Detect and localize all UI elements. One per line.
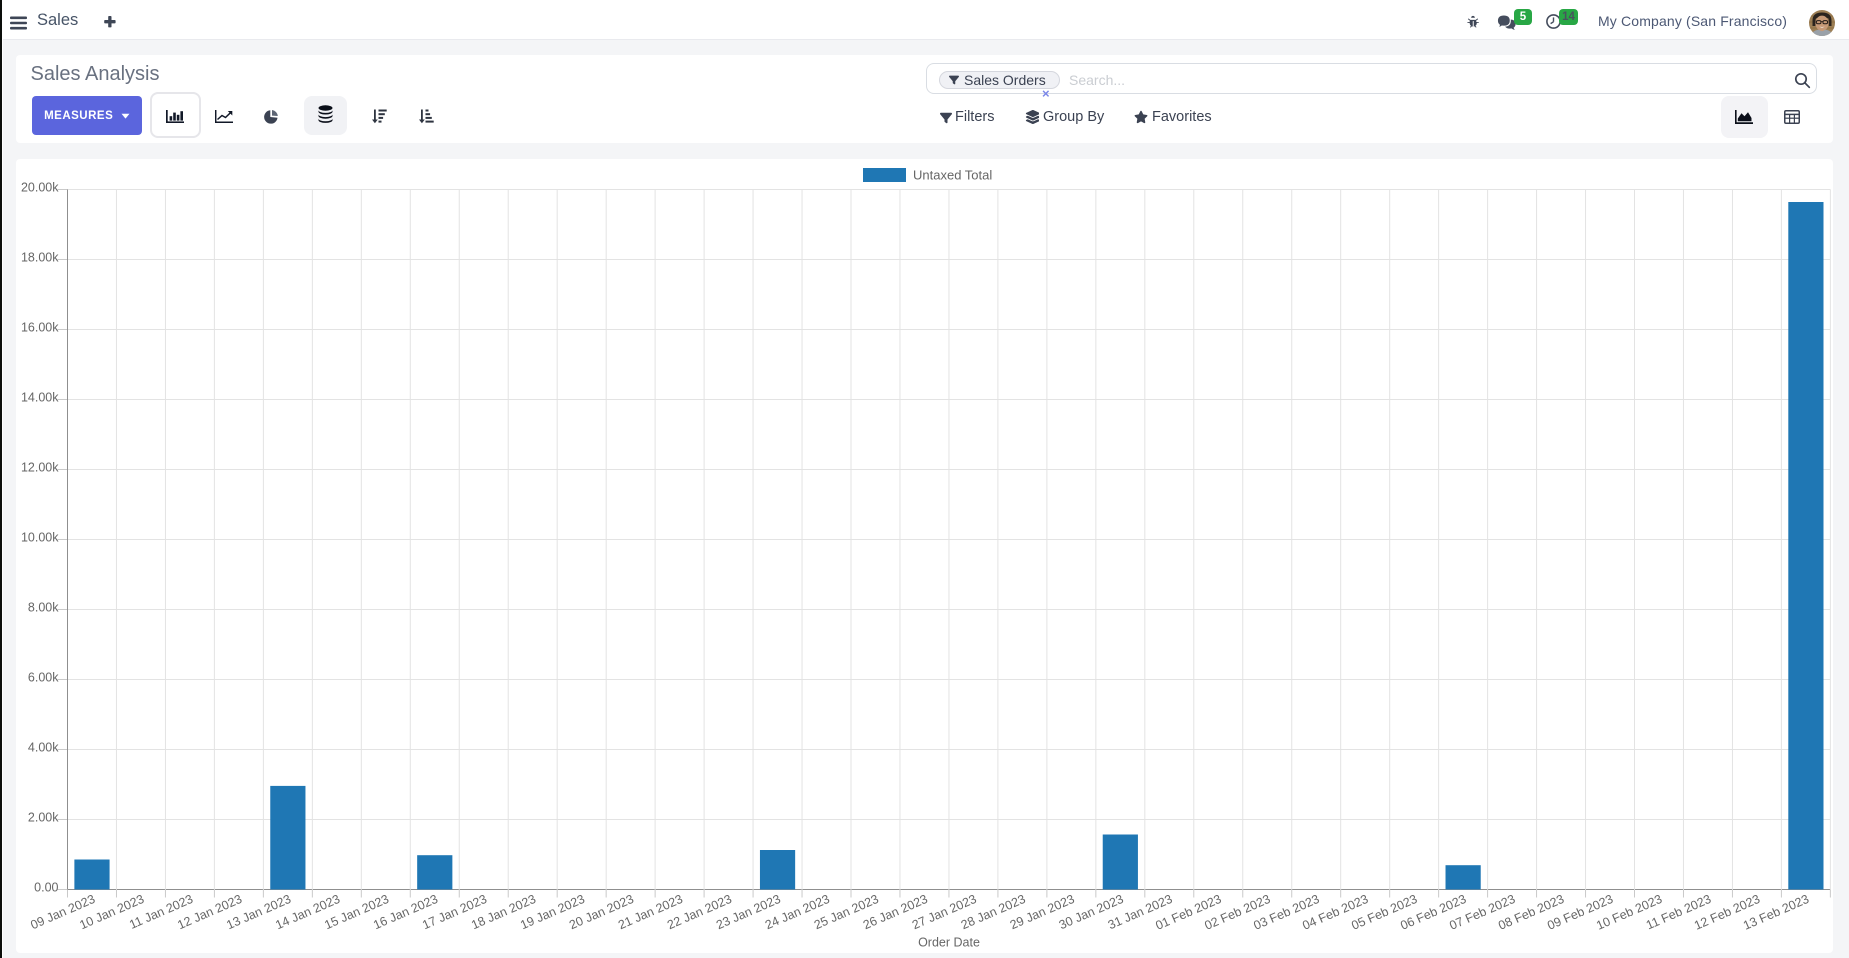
svg-text:16.00k: 16.00k bbox=[21, 321, 59, 335]
svg-text:2.00k: 2.00k bbox=[28, 811, 59, 825]
svg-text:6.00k: 6.00k bbox=[28, 671, 59, 685]
svg-text:12.00k: 12.00k bbox=[21, 461, 59, 475]
svg-text:Order Date: Order Date bbox=[918, 936, 980, 950]
svg-text:Untaxed Total: Untaxed Total bbox=[913, 168, 992, 183]
svg-text:18.00k: 18.00k bbox=[21, 251, 59, 265]
svg-text:20.00k: 20.00k bbox=[21, 181, 59, 195]
svg-text:0.00: 0.00 bbox=[34, 881, 58, 895]
svg-text:10.00k: 10.00k bbox=[21, 531, 59, 545]
svg-text:8.00k: 8.00k bbox=[28, 601, 59, 615]
svg-text:14.00k: 14.00k bbox=[21, 391, 59, 405]
svg-text:4.00k: 4.00k bbox=[28, 741, 59, 755]
